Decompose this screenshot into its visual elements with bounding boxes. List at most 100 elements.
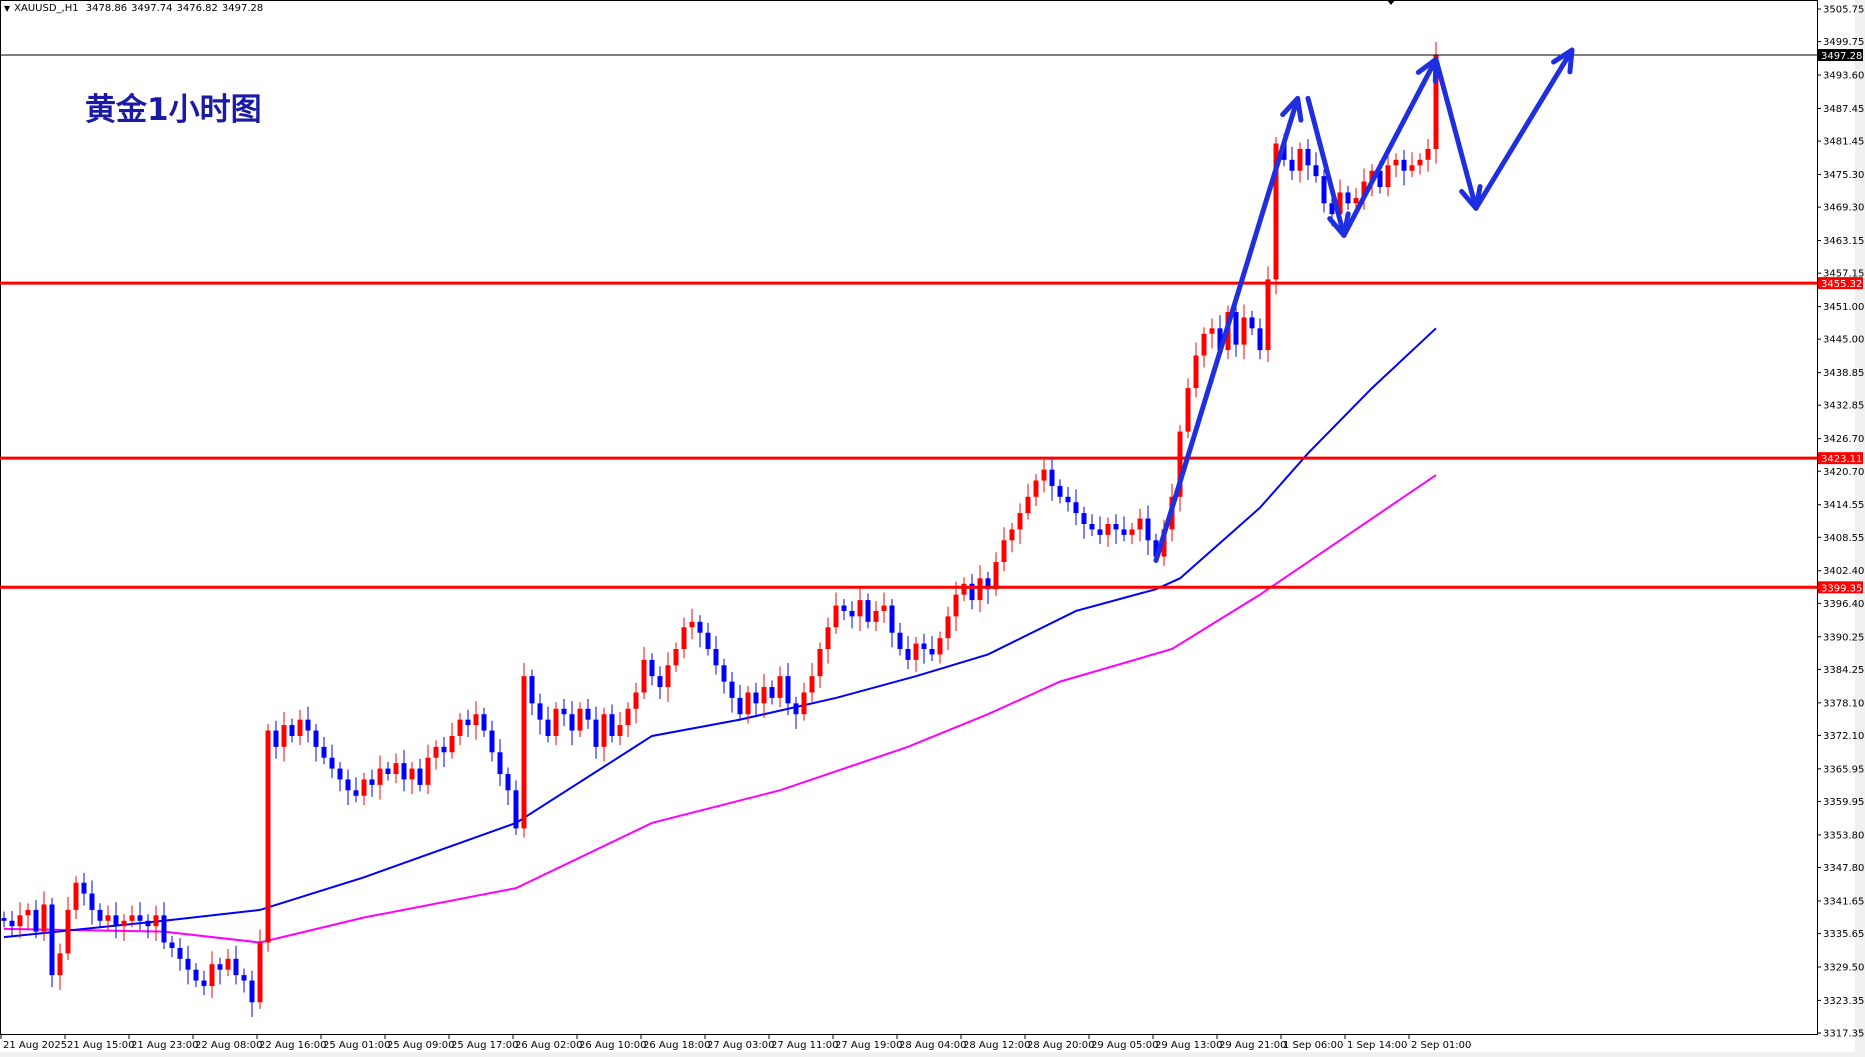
y-tick-label: 3432.85: [1823, 401, 1864, 412]
candle-body: [457, 719, 463, 736]
x-tick-label: 22 Aug 08:00: [195, 1040, 262, 1051]
candle: [241, 968, 247, 993]
candle-body: [913, 643, 919, 660]
candle: [473, 701, 479, 740]
trend-arrow: [1433, 56, 1483, 211]
candle-body: [137, 915, 143, 921]
y-tick-label: 3402.40: [1823, 566, 1864, 577]
candle: [33, 900, 39, 939]
candle: [817, 642, 823, 689]
candle: [585, 699, 591, 729]
candle-body: [201, 980, 207, 986]
candle: [457, 713, 463, 746]
candle: [833, 592, 839, 634]
candle: [777, 666, 783, 708]
candle-body: [1409, 165, 1415, 171]
y-tick-label: 3359.95: [1823, 797, 1864, 808]
candle-body: [649, 659, 655, 677]
candle: [161, 902, 167, 950]
candle-body: [961, 583, 967, 595]
candle: [505, 767, 511, 805]
candle-body: [1313, 165, 1319, 177]
candle-body: [393, 763, 399, 775]
candle: [65, 896, 71, 960]
candle-body: [937, 638, 943, 655]
candle: [273, 720, 279, 759]
candle-body: [1193, 355, 1199, 389]
candle-body: [841, 605, 847, 611]
arrow-shaft: [1305, 95, 1347, 238]
candle-body: [273, 730, 279, 747]
x-tick-label: 29 Aug 05:00: [1091, 1040, 1158, 1051]
y-tick-label: 3499.75: [1823, 37, 1864, 48]
candle-body: [481, 714, 487, 731]
candle: [929, 635, 935, 661]
candle-body: [993, 562, 999, 590]
candle: [1305, 139, 1311, 180]
candle: [1313, 152, 1319, 183]
candle-body: [825, 627, 831, 649]
y-tick-label: 3457.15: [1823, 269, 1864, 280]
candle: [841, 598, 847, 621]
candle: [1289, 146, 1295, 180]
candle: [425, 744, 431, 795]
candle-body: [657, 676, 663, 688]
candle: [1177, 425, 1183, 512]
candle: [169, 935, 175, 958]
candle-body: [1369, 170, 1375, 182]
x-tick-label: 21 Aug 23:00: [131, 1040, 198, 1051]
candle: [1417, 153, 1423, 175]
high-value: 3497.74: [131, 3, 173, 14]
candle-body: [97, 909, 103, 921]
candle: [297, 709, 303, 746]
y-tick-label: 3335.65: [1823, 929, 1864, 940]
candle: [361, 772, 367, 805]
x-tick-label: 26 Aug 10:00: [579, 1040, 646, 1051]
candle-body: [1185, 388, 1191, 432]
candle: [657, 666, 663, 700]
candle-body: [897, 632, 903, 649]
candle: [625, 702, 631, 738]
trend-arrow: [1473, 47, 1575, 211]
y-tick-label: 3384.25: [1823, 665, 1864, 676]
candle: [593, 706, 599, 759]
candle: [249, 970, 255, 1017]
candle-body: [721, 665, 727, 682]
candle-body: [1177, 431, 1183, 497]
candle-body: [1089, 523, 1095, 530]
candle-body: [353, 790, 359, 796]
candle: [649, 653, 655, 686]
candle-body: [809, 676, 815, 693]
candle-body: [25, 909, 31, 916]
candle-body: [1065, 496, 1071, 503]
candle: [217, 957, 223, 985]
candle-body: [1209, 328, 1215, 334]
candle-body: [785, 676, 791, 704]
candle-body: [545, 719, 551, 736]
candle-body: [521, 676, 527, 829]
candle-body: [585, 708, 591, 720]
candle-body: [489, 730, 495, 753]
candle: [345, 769, 351, 805]
candle-body: [129, 915, 135, 921]
y-tick-label: 3445.00: [1823, 335, 1864, 346]
candle: [513, 780, 519, 835]
candle: [145, 914, 151, 939]
candle-body: [1425, 148, 1431, 160]
candle-body: [465, 719, 471, 726]
candle-body: [953, 594, 959, 617]
candle: [1041, 459, 1047, 493]
x-tick-label: 28 Aug 04:00: [899, 1040, 966, 1051]
candle-body: [409, 768, 415, 780]
candle-body: [193, 969, 199, 981]
candle-body: [209, 964, 215, 986]
candle: [1057, 479, 1063, 504]
candle-body: [689, 621, 695, 628]
candle-body: [1153, 540, 1159, 557]
candle: [1321, 169, 1327, 213]
candle-body: [473, 714, 479, 726]
dropdown-triangle-icon[interactable]: ▼: [4, 4, 11, 13]
candle: [1425, 139, 1431, 172]
candle-body: [185, 958, 191, 970]
